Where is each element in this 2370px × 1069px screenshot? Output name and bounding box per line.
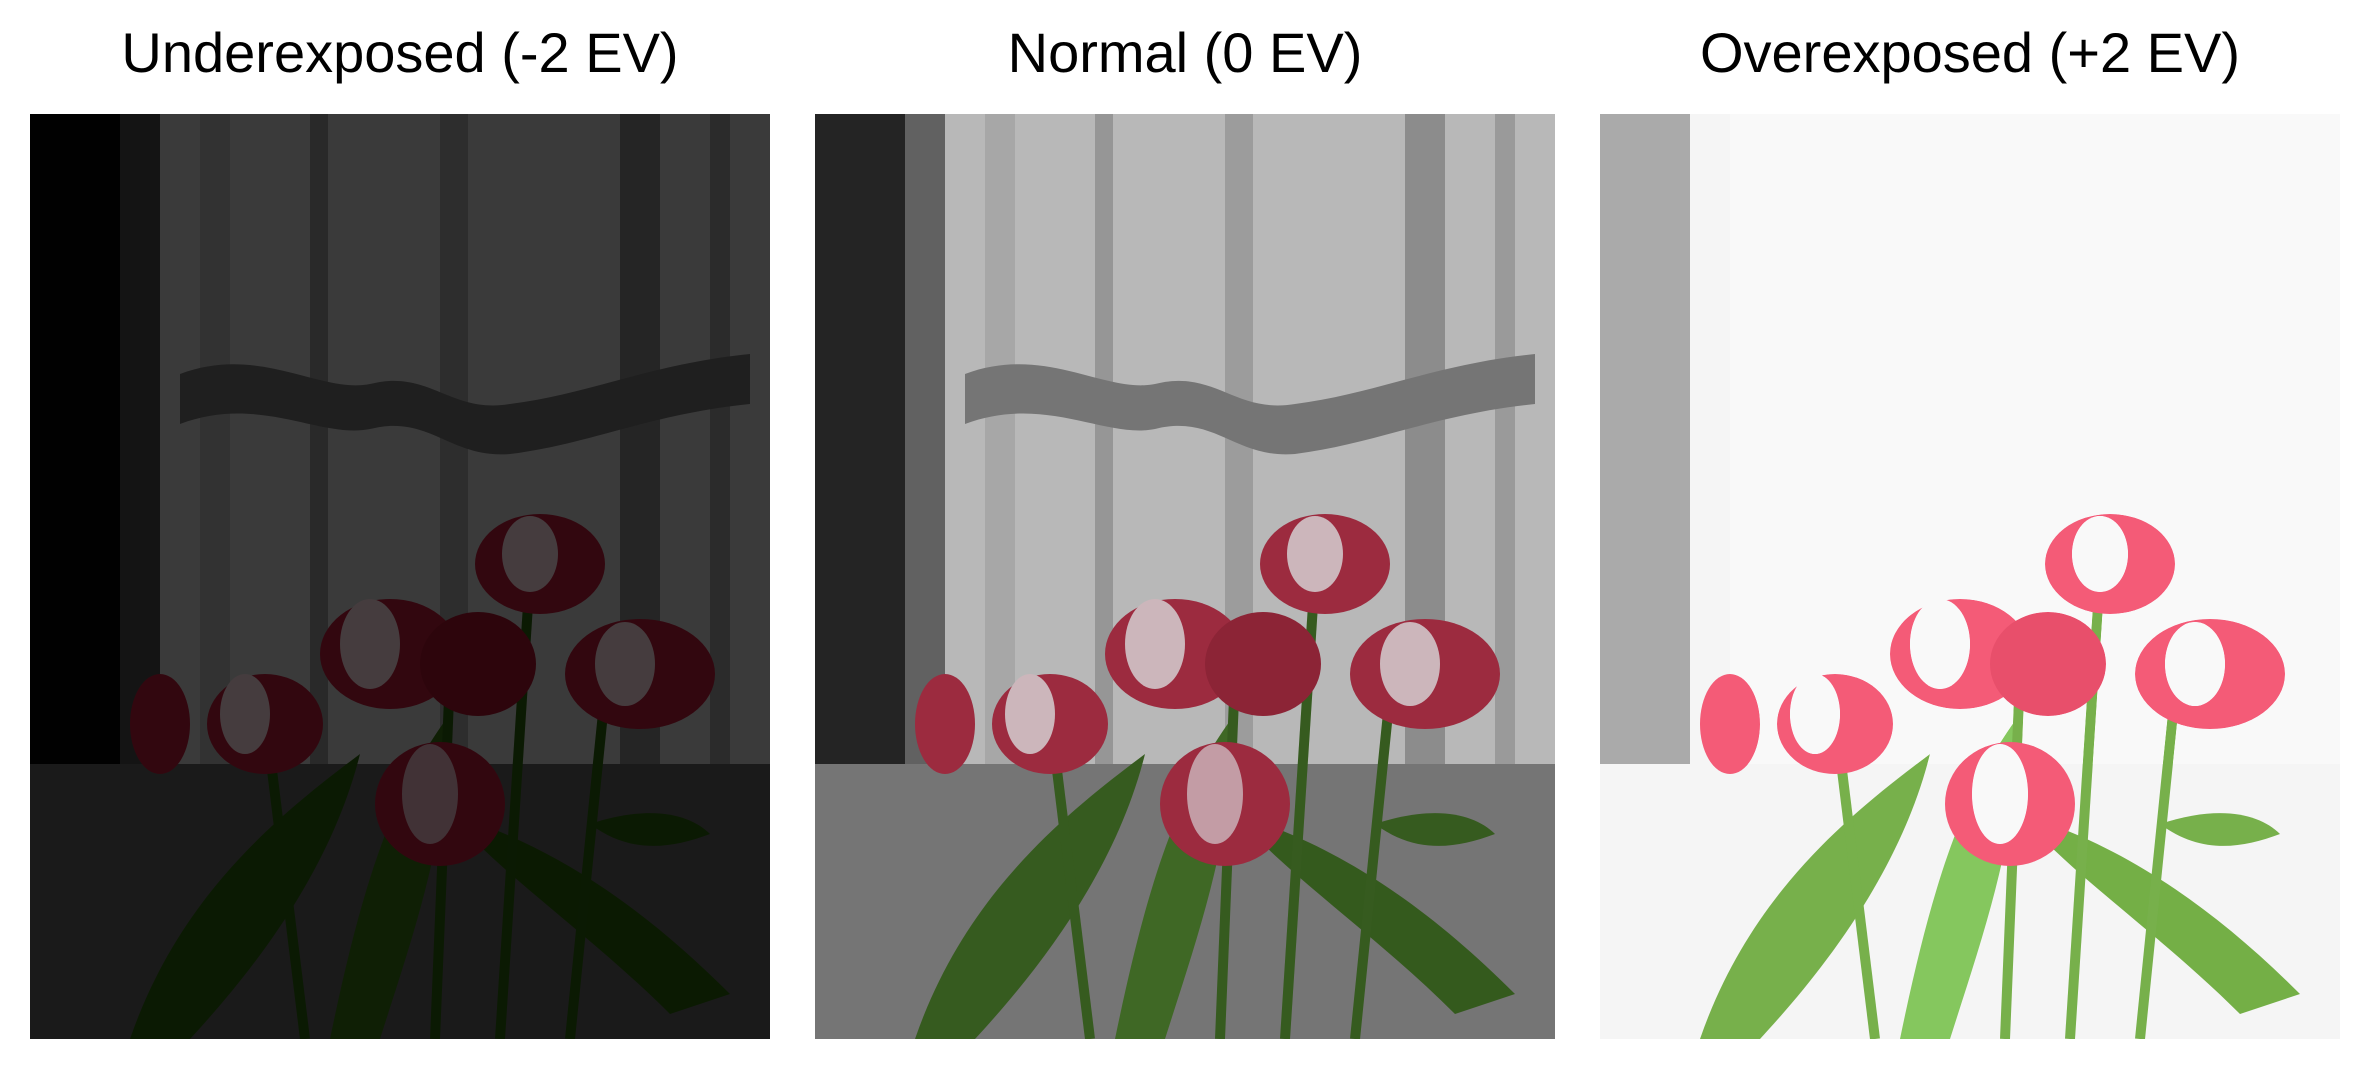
panel-title: Overexposed (+2 EV) (1699, 21, 2241, 84)
panel-title: Normal (0 EV) (1007, 21, 1363, 84)
panel-normal: Normal (0 EV) (815, 0, 1555, 1069)
tulip-photo-underexposed (30, 114, 770, 1039)
tulip-photo-overexposed (1600, 114, 2340, 1039)
panel-overexposed: Overexposed (+2 EV) (1600, 0, 2340, 1069)
panel-title: Underexposed (-2 EV) (121, 21, 679, 84)
tulip-photo-normal (815, 114, 1555, 1039)
panel-underexposed: Underexposed (-2 EV) (30, 0, 770, 1069)
